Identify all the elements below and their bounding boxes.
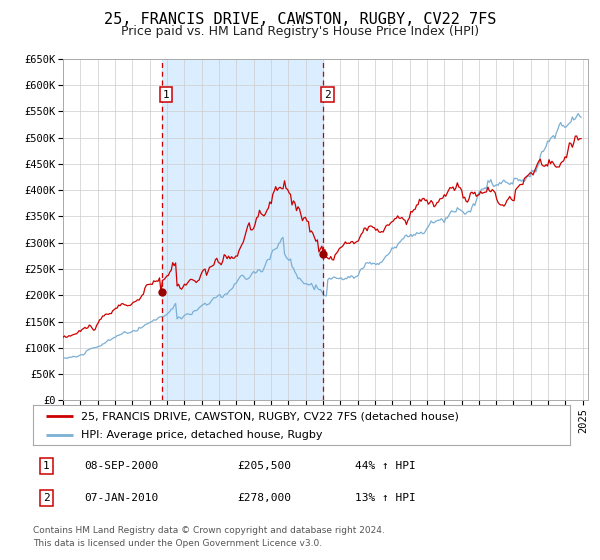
Text: 25, FRANCIS DRIVE, CAWSTON, RUGBY, CV22 7FS: 25, FRANCIS DRIVE, CAWSTON, RUGBY, CV22 … [104,12,496,27]
Text: 1: 1 [43,461,50,472]
Text: Contains HM Land Registry data © Crown copyright and database right 2024.: Contains HM Land Registry data © Crown c… [33,526,385,535]
Text: This data is licensed under the Open Government Licence v3.0.: This data is licensed under the Open Gov… [33,539,322,548]
Text: 13% ↑ HPI: 13% ↑ HPI [355,493,416,503]
Text: Price paid vs. HM Land Registry's House Price Index (HPI): Price paid vs. HM Land Registry's House … [121,25,479,38]
Text: 2: 2 [324,90,331,100]
Text: £278,000: £278,000 [237,493,291,503]
Bar [161,59,323,400]
Text: 44% ↑ HPI: 44% ↑ HPI [355,461,416,472]
Text: HPI: Average price, detached house, Rugby: HPI: Average price, detached house, Rugb… [82,430,323,440]
Text: 08-SEP-2000: 08-SEP-2000 [84,461,158,472]
Text: 2: 2 [43,493,50,503]
Text: 1: 1 [163,90,169,100]
Text: £205,500: £205,500 [237,461,291,472]
Text: 07-JAN-2010: 07-JAN-2010 [84,493,158,503]
Text: 25, FRANCIS DRIVE, CAWSTON, RUGBY, CV22 7FS (detached house): 25, FRANCIS DRIVE, CAWSTON, RUGBY, CV22 … [82,411,459,421]
